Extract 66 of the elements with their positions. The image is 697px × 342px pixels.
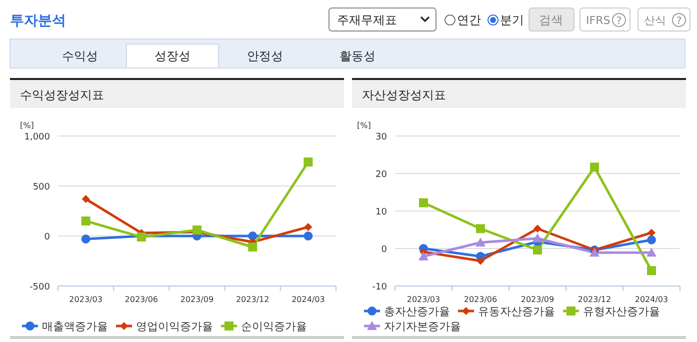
chart-title: 자산성장성지표 — [362, 88, 446, 102]
x-tick-label: 2023/09 — [180, 295, 214, 304]
text: IFRS — [586, 14, 610, 27]
point — [81, 216, 90, 226]
point — [81, 234, 90, 244]
legend-label: 유동자산증가율 — [478, 305, 555, 318]
legend-label: 영업이익증가율 — [136, 320, 213, 333]
text: 투자분석 — [10, 13, 66, 29]
point — [646, 248, 656, 257]
point — [590, 248, 600, 257]
point — [304, 232, 313, 240]
text: 안정성 — [247, 49, 283, 63]
x-tick-label: 2023/09 — [520, 295, 554, 304]
text: 연간 — [457, 13, 481, 27]
y-tick-label: 0 — [381, 245, 388, 255]
point — [304, 158, 313, 166]
y-tick-label: 0 — [44, 232, 50, 242]
point — [476, 238, 486, 246]
text: 활동성 — [340, 49, 376, 63]
point — [590, 162, 599, 172]
legend-label: 매출액증가율 — [42, 320, 108, 333]
point — [304, 223, 312, 231]
point — [532, 233, 542, 242]
y-tick-label: 1,000 — [24, 132, 50, 142]
text: 산식 — [644, 14, 666, 27]
point — [534, 224, 542, 233]
text: 성장성 — [154, 49, 190, 63]
text: 분기 — [500, 13, 524, 27]
y-tick-label: 30 — [376, 132, 388, 142]
y-tick-label: 500 — [32, 182, 50, 192]
x-tick-label: 2023/06 — [464, 295, 498, 304]
point — [192, 226, 202, 234]
text: ? — [616, 16, 622, 27]
y-axis-title: [%] — [20, 121, 34, 130]
legend-label: 순이익증가율 — [241, 320, 307, 333]
text: 검색 — [539, 13, 563, 27]
point — [648, 228, 656, 237]
y-axis-title: [%] — [357, 121, 371, 130]
point — [476, 256, 484, 265]
point — [647, 266, 656, 276]
y-tick-label: 20 — [376, 170, 388, 180]
point — [248, 242, 258, 252]
legend-label: 총자산증가율 — [384, 305, 450, 318]
point — [82, 195, 90, 203]
point — [533, 246, 542, 254]
chart-title: 수익성장성지표 — [20, 88, 104, 102]
x-tick-label: 2023/12 — [236, 295, 270, 304]
y-tick-label: -10 — [372, 282, 388, 292]
x-tick-label: 2024/03 — [292, 295, 325, 304]
x-tick-label: 2024/03 — [634, 295, 668, 304]
point — [647, 235, 656, 244]
text: 수익성 — [62, 49, 98, 63]
point — [419, 198, 428, 208]
y-tick-label: 10 — [376, 208, 388, 218]
legend-label: 자기자본증가율 — [384, 320, 461, 333]
x-tick-label: 2023/12 — [578, 295, 612, 304]
text: ? — [676, 16, 682, 27]
x-tick-label: 2023/06 — [124, 295, 158, 304]
legend-label: 유형자산증가율 — [583, 305, 660, 318]
y-tick-label: -500 — [30, 282, 50, 292]
point — [248, 232, 258, 240]
x-tick-label: 2023/03 — [406, 295, 440, 304]
text: 주재무제표 — [337, 13, 397, 27]
point — [418, 251, 428, 260]
point — [476, 224, 485, 234]
x-tick-label: 2023/03 — [69, 295, 102, 304]
